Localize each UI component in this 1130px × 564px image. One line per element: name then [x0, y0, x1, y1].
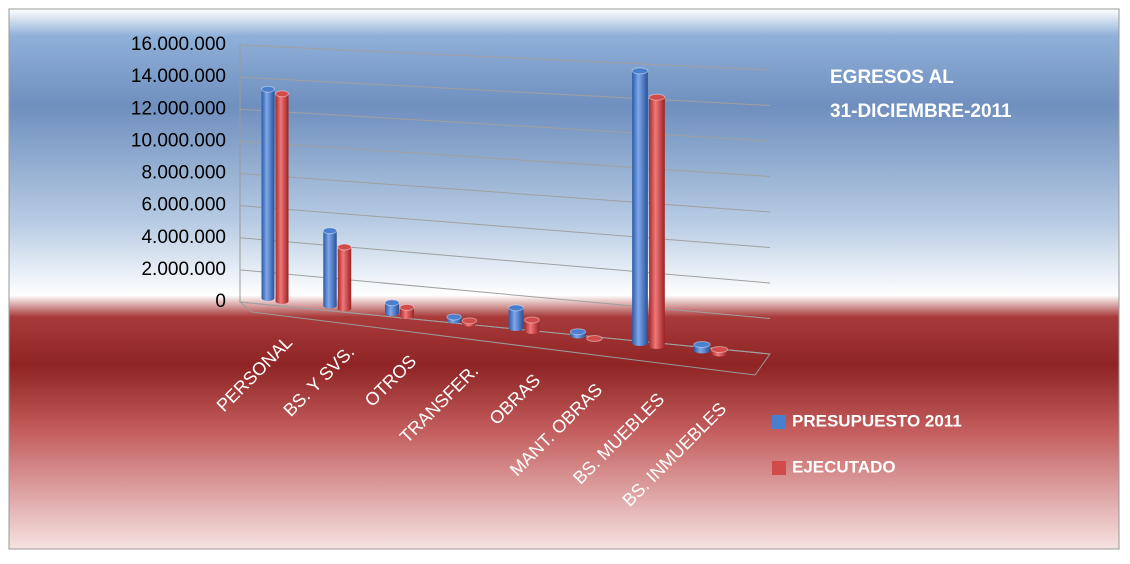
bar-bottom [261, 295, 275, 301]
y-tick-label: 4.000.000 [141, 227, 226, 248]
bar-top [337, 243, 352, 251]
grid-line [239, 173, 771, 213]
bar-top [275, 90, 289, 98]
bar-top [322, 227, 338, 235]
bar-top [508, 304, 524, 312]
bar-top [586, 335, 603, 342]
bar-top [693, 341, 711, 349]
bar-top [631, 67, 649, 75]
y-tick-label: 12.000.000 [131, 98, 226, 119]
chart-title: 31-DICIEMBRE-2011 [830, 101, 1012, 122]
legend-label: EJECUTADO [792, 457, 896, 476]
bar [337, 246, 352, 309]
y-tick-label: 14.000.000 [131, 66, 226, 87]
bar [385, 302, 399, 313]
bar-bottom [649, 343, 665, 349]
legend-swatch [772, 415, 786, 429]
bar-top [524, 316, 540, 324]
y-tick-label: 6.000.000 [141, 195, 226, 216]
y-tick-label: 0 [215, 291, 226, 312]
bar [632, 70, 648, 344]
bar-bottom [693, 347, 711, 354]
bar-top [461, 317, 478, 325]
bar-top [384, 299, 400, 307]
y-tick-label: 16.000.000 [131, 34, 226, 55]
bar [400, 307, 414, 316]
bar-top [710, 346, 729, 354]
y-tick-label: 10.000.000 [131, 130, 226, 151]
bar [508, 307, 524, 328]
grid-line [239, 205, 771, 248]
chart-title: EGRESOS AL [830, 67, 954, 88]
bar-bottom [275, 298, 289, 304]
bar-top [399, 303, 415, 311]
bar-top [261, 85, 275, 93]
bar-bottom [508, 325, 524, 331]
bar [275, 93, 289, 301]
bar-bottom [400, 313, 414, 319]
bar-bottom [337, 305, 352, 312]
grid-line [239, 301, 771, 355]
bar-bottom [385, 310, 399, 316]
legend-swatch [772, 461, 786, 475]
bar-bottom [632, 340, 648, 346]
y-tick-label: 2.000.000 [141, 259, 226, 280]
bar [649, 97, 665, 346]
legend-label: PRESUPUESTO 2011 [792, 411, 962, 430]
grid-line [239, 44, 771, 71]
grid-line [239, 108, 771, 142]
y-tick-label: 8.000.000 [141, 163, 226, 184]
bar [261, 89, 275, 298]
bar-top [446, 313, 462, 321]
bar-bottom [323, 302, 337, 309]
bar-top [648, 93, 666, 101]
bar-bottom [524, 328, 540, 334]
bar-top [569, 328, 587, 336]
chart-background [8, 8, 1120, 550]
bar [323, 230, 337, 306]
bar [524, 320, 540, 331]
grid-line [239, 76, 771, 106]
grid-line [239, 140, 771, 177]
